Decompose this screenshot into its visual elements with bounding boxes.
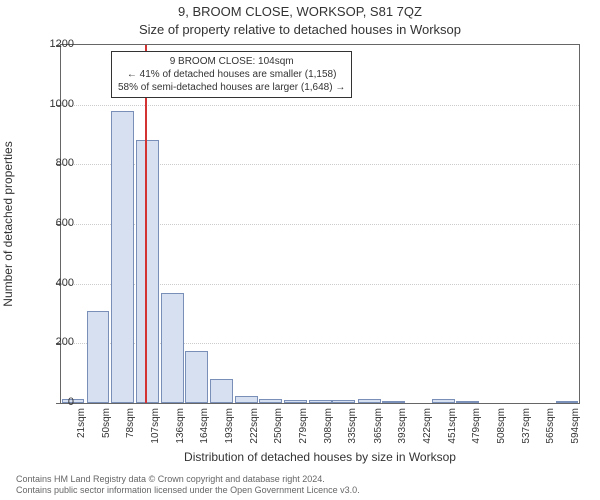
info-line-size: 9 BROOM CLOSE: 104sqm — [118, 55, 345, 68]
histogram-bar — [309, 400, 332, 403]
xtick-label: 422sqm — [422, 408, 433, 444]
footer-line1: Contains HM Land Registry data © Crown c… — [16, 474, 360, 485]
x-axis-label: Distribution of detached houses by size … — [60, 450, 580, 464]
xtick-label: 479sqm — [471, 408, 482, 444]
xtick-label: 78sqm — [125, 408, 136, 438]
ytick-label: 800 — [34, 157, 74, 169]
histogram-bar — [259, 399, 282, 403]
histogram-bar — [358, 399, 381, 403]
grid-line — [61, 105, 579, 106]
xtick-label: 164sqm — [199, 408, 210, 444]
xtick-label: 565sqm — [545, 408, 556, 444]
ytick-label: 400 — [34, 277, 74, 289]
histogram-bar — [432, 399, 455, 403]
xtick-label: 365sqm — [373, 408, 384, 444]
histogram-bar — [382, 401, 405, 403]
xtick-label: 50sqm — [101, 408, 112, 438]
histogram-bar — [111, 111, 134, 403]
info-line-smaller: ← 41% of detached houses are smaller (1,… — [118, 68, 345, 81]
ytick-label: 600 — [34, 217, 74, 229]
xtick-label: 21sqm — [76, 408, 87, 438]
xtick-label: 594sqm — [570, 408, 581, 444]
xtick-label: 222sqm — [249, 408, 260, 444]
xtick-label: 279sqm — [298, 408, 309, 444]
xtick-label: 107sqm — [150, 408, 161, 444]
histogram-bar — [235, 396, 258, 403]
histogram-bar — [332, 400, 355, 403]
histogram-bar — [556, 401, 579, 403]
chart-subtitle: Size of property relative to detached ho… — [0, 22, 600, 37]
xtick-label: 308sqm — [323, 408, 334, 444]
xtick-label: 537sqm — [521, 408, 532, 444]
footer-attribution: Contains HM Land Registry data © Crown c… — [16, 474, 360, 497]
histogram-bar — [210, 379, 233, 403]
histogram-bar — [456, 401, 479, 403]
xtick-label: 393sqm — [397, 408, 408, 444]
histogram-bar — [87, 311, 110, 403]
xtick-label: 193sqm — [224, 408, 235, 444]
histogram-bar — [284, 400, 307, 403]
y-axis-label: Number of detached properties — [1, 141, 15, 306]
histogram-bar — [185, 351, 208, 403]
property-info-box: 9 BROOM CLOSE: 104sqm ← 41% of detached … — [111, 51, 352, 98]
footer-line2: Contains public sector information licen… — [16, 485, 360, 496]
histogram-bar — [161, 293, 184, 403]
ytick-label: 0 — [34, 396, 74, 408]
xtick-label: 451sqm — [447, 408, 458, 444]
ytick-label: 1000 — [34, 98, 74, 110]
property-marker-line — [145, 45, 147, 403]
info-line-larger: 58% of semi-detached houses are larger (… — [118, 81, 345, 94]
xtick-label: 136sqm — [175, 408, 186, 444]
ytick-label: 200 — [34, 336, 74, 348]
xtick-label: 250sqm — [273, 408, 284, 444]
xtick-label: 335sqm — [347, 408, 358, 444]
histogram-bar — [136, 140, 159, 403]
chart-title-address: 9, BROOM CLOSE, WORKSOP, S81 7QZ — [0, 4, 600, 19]
xtick-label: 508sqm — [496, 408, 507, 444]
ytick-label: 1200 — [34, 38, 74, 50]
chart-container: 9, BROOM CLOSE, WORKSOP, S81 7QZ Size of… — [0, 0, 600, 500]
plot-area: 21sqm50sqm78sqm107sqm136sqm164sqm193sqm2… — [60, 44, 580, 404]
